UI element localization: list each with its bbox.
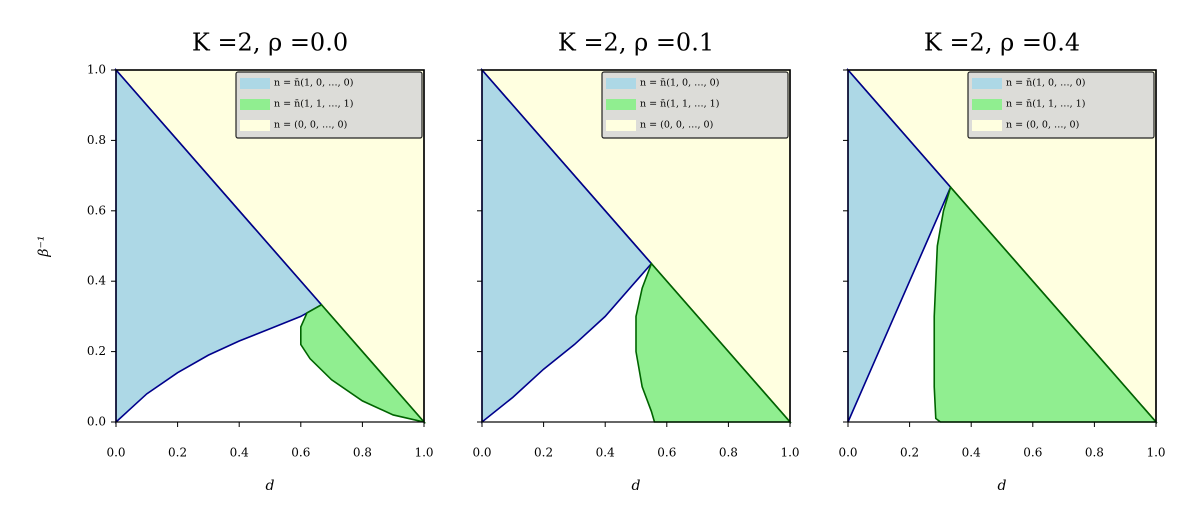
legend-swatch <box>240 78 270 89</box>
legend-box <box>967 71 1155 139</box>
x-tick-label: 0.2 <box>534 446 553 460</box>
x-tick-label: 0.6 <box>657 446 676 460</box>
region <box>847 67 952 423</box>
panel-title: K =2, ρ =0.4 <box>924 29 1080 57</box>
x-axis-label: d <box>632 478 641 494</box>
x-axis-label: d <box>266 478 275 494</box>
x-tick-label: 0.6 <box>1023 446 1042 460</box>
legend-label: n = n̄(1, 1, …, 1) <box>274 99 353 110</box>
region <box>115 67 323 424</box>
region <box>300 303 427 424</box>
legend-swatch <box>606 120 636 131</box>
panel-title: K =2, ρ =0.0 <box>192 29 348 57</box>
x-tick-label: 0.0 <box>838 446 857 460</box>
y-tick-label: 1.0 <box>87 63 106 77</box>
x-tick-label: 1.0 <box>780 446 799 460</box>
legend-label: n = (0, 0, …, 0) <box>640 120 713 131</box>
x-tick-label: 0.0 <box>472 446 491 460</box>
x-tick-label: 0.8 <box>1085 446 1104 460</box>
legend-label: n = n̄(1, 1, …, 1) <box>1006 99 1085 110</box>
legend-swatch <box>606 99 636 110</box>
legend-swatch <box>606 78 636 89</box>
legend-label: n = n̄(1, 0, …, 0) <box>640 78 719 89</box>
legend-box <box>601 71 789 139</box>
plot-frame <box>847 69 1157 423</box>
legend-label: n = n̄(1, 0, …, 0) <box>1006 78 1085 89</box>
panel-title: K =2, ρ =0.1 <box>558 29 714 57</box>
x-tick-label: 0.6 <box>291 446 310 460</box>
legend-swatch <box>972 78 1002 89</box>
legend-swatch <box>240 120 270 131</box>
x-tick-label: 0.4 <box>230 446 249 460</box>
x-tick-label: 0.0 <box>106 446 125 460</box>
y-tick-label: 0.8 <box>87 133 106 147</box>
legend-swatch <box>240 99 270 110</box>
region <box>481 67 653 424</box>
x-tick-label: 1.0 <box>414 446 433 460</box>
panel: 0.0 0.2 0.4 0.6 0.8 1.0 0.0 0.2 0.4 0.6 0.8 1.0 K =2… <box>36 29 434 495</box>
y-tick-label: 0.4 <box>87 274 106 288</box>
panel: 0.0 0.2 0.4 0.6 0.8 1.0 K =2, ρ =0.4 d n = n̄(1,… <box>838 29 1165 495</box>
y-tick-label: 0.0 <box>87 415 106 429</box>
legend-swatch <box>972 120 1002 131</box>
x-tick-label: 0.4 <box>596 446 615 460</box>
legend-label: n = n̄(1, 0, …, 0) <box>274 78 353 89</box>
x-tick-label: 0.8 <box>719 446 738 460</box>
legend-label: n = (0, 0, …, 0) <box>274 120 347 131</box>
legend-label: n = n̄(1, 1, …, 1) <box>640 99 719 110</box>
x-tick-label: 0.2 <box>900 446 919 460</box>
x-tick-label: 0.2 <box>168 446 187 460</box>
y-axis-label: β⁻¹ <box>36 235 52 257</box>
y-tick-label: 0.2 <box>87 344 106 358</box>
x-tick-label: 1.0 <box>1146 446 1165 460</box>
plot-frame <box>481 69 791 423</box>
x-tick-label: 0.4 <box>962 446 981 460</box>
plot-frame <box>115 69 425 423</box>
x-axis-label: d <box>998 478 1007 494</box>
legend-label: n = (0, 0, …, 0) <box>1006 120 1079 131</box>
y-tick-label: 0.6 <box>87 203 106 217</box>
legend-swatch <box>972 99 1002 110</box>
x-tick-label: 0.8 <box>353 446 372 460</box>
panel: 0.0 0.2 0.4 0.6 0.8 1.0 K =2, ρ =0.1 d n = n̄(1,… <box>472 29 799 495</box>
legend-box <box>235 71 423 139</box>
